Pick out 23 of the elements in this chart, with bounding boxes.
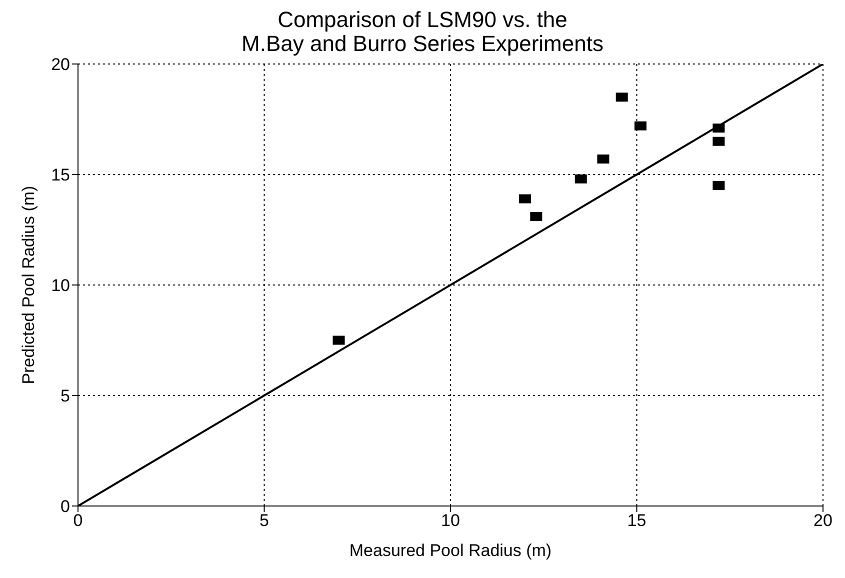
y-tick-label: 15 <box>51 166 70 185</box>
x-tick-label: 0 <box>73 511 83 530</box>
chart-title: Comparison of LSM90 vs. the M.Bay and Burro Series Experiments <box>240 7 604 56</box>
point <box>634 121 646 130</box>
point <box>712 181 725 190</box>
point <box>530 212 542 221</box>
point <box>519 194 531 204</box>
x-tick-label: 15 <box>627 511 646 530</box>
y-tick-label: 0 <box>60 497 70 516</box>
y-tick-label: 10 <box>51 276 70 296</box>
point <box>712 124 725 133</box>
x-tick-label: 10 <box>441 511 460 530</box>
point <box>616 92 628 102</box>
y-axis-title: Predicted Pool Radius (m) <box>19 186 38 384</box>
x-tick-label: 20 <box>814 511 832 530</box>
point <box>574 174 587 184</box>
x-axis-title: Measured Pool Radius (m) <box>349 541 552 560</box>
x-tick-label: 5 <box>260 511 269 530</box>
point <box>332 336 345 345</box>
y-tick-label: 20 <box>51 55 70 74</box>
point <box>597 154 610 164</box>
y-tick-label: 5 <box>60 386 70 406</box>
point <box>712 136 725 146</box>
